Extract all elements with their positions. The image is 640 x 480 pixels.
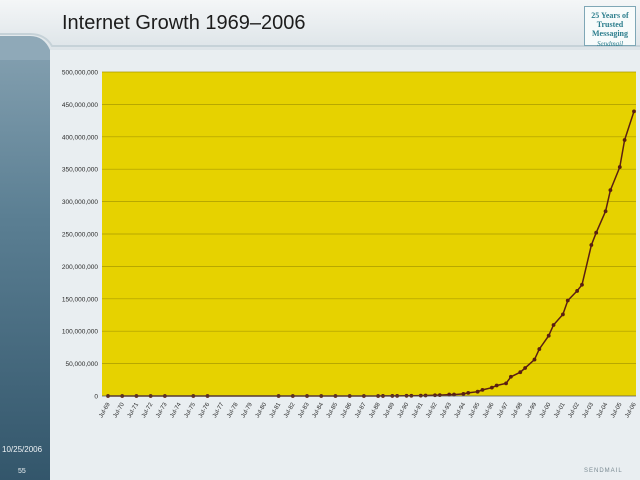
y-tick-label: 0 [94,394,98,401]
x-tick-label: Jul-77 [212,401,226,419]
x-tick-label: Jul-06 [624,401,638,419]
x-tick-label: Jul-94 [454,401,468,419]
x-tick-label: Jul-97 [496,401,510,419]
data-point [603,209,608,214]
logo-signature: Sendmail [596,40,624,48]
x-tick-label: Jul-04 [596,401,610,419]
x-tick-label: Jul-98 [511,401,525,419]
x-tick-label: Jul-87 [354,401,368,419]
data-point [632,109,636,114]
x-tick-label: Jul-89 [383,401,397,419]
y-tick-label: 50,000,000 [65,361,98,368]
data-point [504,381,508,386]
x-tick-label: Jul-02 [567,401,581,419]
y-tick-label: 100,000,000 [62,329,99,336]
x-tick-label: Jul-90 [397,401,411,419]
x-tick-label: Jul-96 [482,401,496,419]
x-tick-label: Jul-99 [525,401,539,419]
anniversary-logo: 25 Years of Trusted Messaging Sendmail [584,6,636,48]
data-point [622,138,627,142]
data-point [423,393,428,398]
data-point [537,347,542,351]
y-tick-label: 200,000,000 [62,264,99,271]
data-point [546,333,551,338]
x-axis-ticks: Jul-69 Jul-70 Jul-71 Jul-72 Jul-73 Jul-74 Jul-… [98,401,638,419]
data-point [565,298,570,303]
x-tick-label: Jul-74 [169,401,183,419]
footer-page-number: 55 [18,468,26,475]
x-tick-label: Jul-85 [326,401,340,419]
data-point [494,383,499,388]
y-tick-label: 300,000,000 [62,199,99,206]
x-tick-label: Jul-05 [610,401,624,419]
data-point [489,385,494,390]
data-point [447,392,452,397]
y-tick-label: 150,000,000 [62,296,99,303]
data-point [518,370,523,375]
data-point [561,312,565,317]
data-point [589,243,594,247]
data-point [523,366,528,370]
data-point [437,393,442,398]
x-tick-label: Jul-78 [226,401,240,419]
data-point [475,389,480,394]
data-point [532,357,537,362]
x-tick-label: Jul-88 [368,401,382,419]
x-tick-label: Jul-80 [255,401,269,419]
y-tick-label: 350,000,000 [62,167,99,174]
x-tick-label: Jul-81 [269,401,283,419]
data-point [508,374,513,379]
y-axis-ticks: 0 50,000,000 100,000,000 150,000,000 200,000… [62,70,99,401]
x-tick-label: Jul-03 [582,401,596,419]
data-point [617,165,622,169]
x-tick-label: Jul-73 [155,401,169,419]
x-tick-label: Jul-01 [553,401,567,419]
left-sidebar-panel [0,0,50,480]
x-tick-label: Jul-72 [141,401,155,419]
logo-text: 25 Years of Trusted Messaging [591,11,629,38]
data-point [575,289,580,293]
data-point [466,390,471,395]
x-tick-label: Jul-00 [539,401,553,419]
data-point [480,387,485,392]
x-tick-label: Jul-75 [184,401,198,419]
x-tick-label: Jul-92 [425,401,439,419]
x-tick-label: Jul-95 [468,401,482,419]
data-point [594,230,599,235]
footer-date: 10/25/2006 [2,445,43,454]
data-point [608,188,613,193]
data-point [452,392,456,397]
x-tick-label: Jul-83 [297,401,311,419]
x-tick-label: Jul-86 [340,401,354,419]
data-point [433,393,437,398]
x-tick-label: Jul-71 [127,401,141,419]
data-point [551,323,556,327]
footer-brand: SENDMAIL [584,468,623,474]
x-tick-label: Jul-84 [312,401,326,419]
x-tick-label: Jul-82 [283,401,297,419]
x-tick-label: Jul-76 [198,401,212,419]
y-tick-label: 400,000,000 [62,134,99,141]
y-tick-label: 450,000,000 [62,102,99,109]
data-point [580,282,584,287]
header-band [0,0,640,50]
y-tick-label: 250,000,000 [62,232,99,239]
x-tick-label: Jul-93 [440,401,454,419]
x-tick-label: Jul-79 [241,401,255,419]
x-tick-label: Jul-69 [98,401,112,419]
y-tick-label: 500,000,000 [62,70,99,77]
header-divider-curve [0,33,640,60]
x-tick-label: Jul-91 [411,401,425,419]
slide-title: Internet Growth 1969–2006 [62,12,306,34]
gridlines [102,71,636,364]
data-point [461,392,466,396]
x-tick-label: Jul-70 [113,401,127,419]
